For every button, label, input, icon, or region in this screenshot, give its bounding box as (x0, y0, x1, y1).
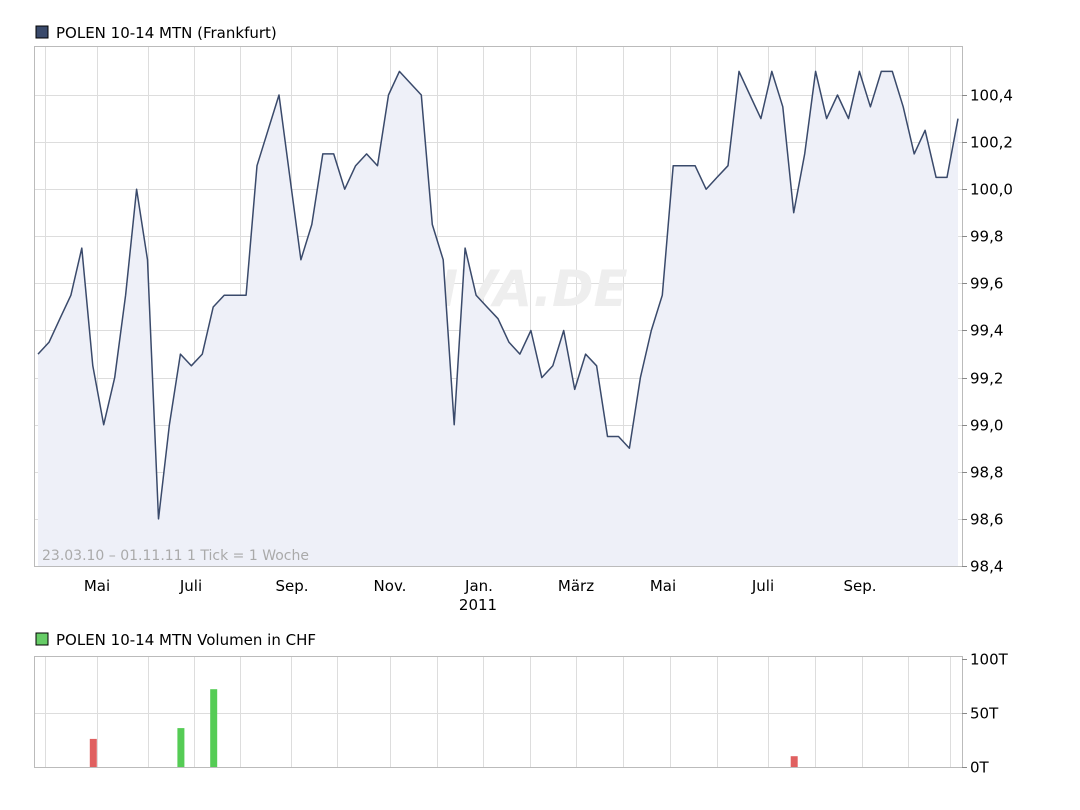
volume-bar (210, 689, 218, 767)
volume-legend: POLEN 10-14 MTN Volumen in CHF (35, 631, 316, 649)
x-tick-label: Sep. (843, 577, 876, 595)
main-legend-swatch (35, 25, 49, 39)
y-tick-label: 99,4 (970, 322, 1003, 340)
y-tick-label: 100,0 (970, 181, 1013, 199)
y-tick-label: 98,8 (970, 464, 1003, 482)
volume-y-axis: 100T 50T 0T (962, 651, 1009, 777)
x-tick-label: Juli (179, 577, 202, 595)
y-tick-label: 98,6 (970, 511, 1003, 529)
y-tick-label: 98,4 (970, 558, 1003, 576)
x-tick-label: Jan. (464, 577, 493, 595)
main-legend-label: POLEN 10-14 MTN (Frankfurt) (56, 24, 277, 42)
volume-plot-frame (34, 656, 963, 768)
volume-bar (790, 756, 798, 767)
main-legend: POLEN 10-14 MTN (Frankfurt) (35, 24, 277, 42)
volume-y-tick-label: 100T (970, 651, 1009, 669)
volume-grid (35, 657, 962, 767)
x-year-label: 2011 (459, 596, 497, 614)
x-tick-label: Nov. (374, 577, 407, 595)
volume-legend-label: POLEN 10-14 MTN Volumen in CHF (56, 631, 316, 649)
x-tick-label: Mai (84, 577, 110, 595)
y-tick-label: 100,2 (970, 134, 1013, 152)
volume-y-tick-label: 0T (970, 759, 990, 777)
volume-y-tick-label: 50T (970, 705, 999, 723)
volume-bar (177, 728, 185, 767)
main-plot-frame (34, 46, 963, 567)
y-tick-label: 100,4 (970, 87, 1013, 105)
x-tick-label: Sep. (275, 577, 308, 595)
price-line (37, 70, 959, 520)
volume-bars (89, 689, 798, 767)
main-x-axis: Mai Juli Sep. Nov. Jan. März Mai Juli Sep. (84, 577, 877, 595)
x-tick-label: Juli (751, 577, 774, 595)
volume-legend-swatch (35, 632, 49, 646)
volume-bar (89, 738, 97, 767)
x-tick-label: Mai (650, 577, 676, 595)
y-tick-label: 99,6 (970, 275, 1003, 293)
y-tick-label: 99,0 (970, 417, 1003, 435)
y-tick-label: 99,2 (970, 370, 1003, 388)
info-text: 23.03.10 – 01.11.11 1 Tick = 1 Woche (42, 548, 309, 564)
main-y-axis: 100,4 100,2 100,0 99,8 99,6 99,4 99,2 99,0 98,8 9… (962, 87, 1013, 576)
y-tick-label: 99,8 (970, 228, 1003, 246)
x-tick-label: März (558, 577, 594, 595)
